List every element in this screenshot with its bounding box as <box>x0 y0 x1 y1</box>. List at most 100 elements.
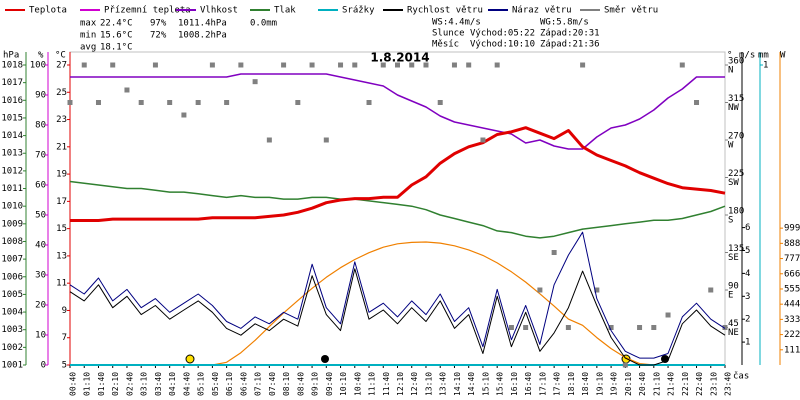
direction-point <box>224 100 230 105</box>
x-tick-label: 04:10 <box>168 372 177 396</box>
x-tick-label: 20:40 <box>638 372 647 396</box>
x-tick-label: 15:10 <box>481 372 490 396</box>
direction-point <box>466 62 472 68</box>
y-tick-label: 20 <box>35 301 46 311</box>
x-tick-label: 01:10 <box>83 372 92 396</box>
y-tick-label: 225 <box>728 169 744 179</box>
y-tick-label: 80 <box>35 121 46 131</box>
moon-set: Západ:21:36 <box>540 40 600 50</box>
x-tick-label: 18:10 <box>567 372 576 396</box>
x-tick-label: 10:40 <box>353 372 362 396</box>
x-tick-label: 06:40 <box>239 372 248 396</box>
y-tick-label: 888 <box>784 239 800 249</box>
direction-point <box>637 325 643 330</box>
x-tick-label: 16:10 <box>510 372 519 396</box>
y-tick-label: 13 <box>56 251 67 261</box>
stat-value: 0.0mm <box>250 19 277 29</box>
direction-point <box>551 250 557 255</box>
y-tick-label: 1013 <box>1 149 23 159</box>
x-tick-label: 02:40 <box>125 372 134 396</box>
y-tick-label: 2 <box>745 315 750 325</box>
direction-point <box>81 62 87 68</box>
y-tick-label: 1010 <box>1 202 23 212</box>
axis-unit: % <box>38 51 44 61</box>
direction-point <box>494 62 500 68</box>
x-tick-label: 14:10 <box>453 372 462 396</box>
direction-point <box>167 100 173 105</box>
direction-point <box>580 62 586 68</box>
direction-point <box>124 87 130 93</box>
axis-unit: °C <box>55 51 66 61</box>
y-tick-label: 1003 <box>1 325 23 335</box>
x-tick-label: 18:40 <box>581 372 590 396</box>
x-tick-label: 05:40 <box>211 372 220 396</box>
y-tick-label: 25 <box>56 88 67 98</box>
sun-set: Západ:20:31 <box>540 29 600 39</box>
x-tick-label: 17:40 <box>553 372 562 396</box>
y-tick-label: 50 <box>35 211 46 221</box>
y-tick-label: 17 <box>56 197 67 207</box>
y-tick-label: 1005 <box>1 290 23 300</box>
y-tick-name: E <box>728 291 733 301</box>
direction-point <box>338 62 344 68</box>
y-tick-label: 1011 <box>1 184 23 194</box>
direction-point <box>608 325 614 330</box>
x-tick-label: 12:40 <box>410 372 419 396</box>
sun-label: Slunce <box>432 29 465 39</box>
x-tick-label: 07:40 <box>268 372 277 396</box>
direction-point <box>281 62 287 68</box>
y-tick-label: 19 <box>56 170 67 180</box>
y-tick-label: 999 <box>784 224 800 234</box>
moon-label: Měsíc <box>432 40 459 50</box>
stat-value: 1008.2hPa <box>178 31 227 41</box>
y-tick-label: 23 <box>56 115 67 125</box>
x-tick-label: 12:10 <box>396 372 405 396</box>
stat-label: max <box>80 19 97 29</box>
direction-point <box>252 79 258 85</box>
direction-point <box>537 287 543 293</box>
stat-label: min <box>80 31 96 41</box>
x-tick-label: 09:10 <box>311 372 320 396</box>
y-tick-label: 777 <box>784 254 800 264</box>
direction-point <box>366 100 372 105</box>
y-tick-name: SW <box>728 178 739 188</box>
y-tick-label: 90 <box>728 282 739 292</box>
legend-label: Teplota <box>29 6 67 16</box>
stat-value: 18.1°C <box>100 43 133 53</box>
y-tick-label: 10 <box>35 331 46 341</box>
y-tick-label: 444 <box>784 300 800 310</box>
y-tick-label: 45 <box>728 319 739 329</box>
legend-label: Vlhkost <box>200 6 238 16</box>
x-tick-label: 14:40 <box>467 372 476 396</box>
x-tick-label: 07:10 <box>254 372 263 396</box>
y-tick-label: 70 <box>35 151 46 161</box>
axis-unit: hPa <box>3 51 19 61</box>
direction-point <box>380 62 386 68</box>
y-tick-label: 1012 <box>1 166 23 176</box>
y-tick-label: 666 <box>784 269 800 279</box>
y-tick-label: 135 <box>728 244 744 254</box>
sun-rise: Východ:05:22 <box>470 29 535 39</box>
legend-label: Rychlost větru <box>407 6 483 16</box>
axis-unit: ° <box>727 51 732 61</box>
x-tick-label: 22:40 <box>695 372 704 396</box>
y-tick-label: 360 <box>728 57 744 67</box>
y-tick-label: 1018 <box>1 61 23 71</box>
stat-value: 72% <box>150 31 167 41</box>
direction-point <box>152 62 158 68</box>
direction-point <box>665 312 671 318</box>
y-tick-label: 5 <box>62 361 67 371</box>
legend-label: Srážky <box>342 6 375 16</box>
chart-title: 1.8.2014 <box>370 51 429 65</box>
legend-label: Směr větru <box>604 6 658 16</box>
y-tick-label: 4 <box>745 269 750 279</box>
y-tick-label: 180 <box>728 207 744 217</box>
y-tick-label: 3 <box>745 292 750 302</box>
stat-value: 1011.4hPa <box>178 19 227 29</box>
y-tick-label: 1006 <box>1 272 23 282</box>
direction-point <box>138 100 144 105</box>
y-tick-label: 11 <box>56 279 67 289</box>
direction-point <box>523 325 529 330</box>
y-tick-label: 333 <box>784 315 800 325</box>
